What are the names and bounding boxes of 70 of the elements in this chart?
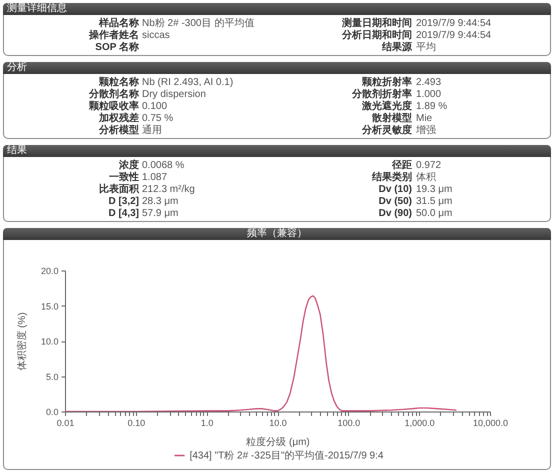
text: 平均 <box>416 42 436 54</box>
text: 2.493 <box>416 77 442 89</box>
x-tick-label: 100.0 <box>338 418 360 428</box>
text: 增强 <box>416 125 436 137</box>
text: 分析灵敏度 <box>362 125 412 137</box>
text: 50.0 μm <box>416 208 452 220</box>
chart-title: 频率（兼容） <box>247 228 307 240</box>
text: 2019/7/9 9:44:54 <box>416 30 492 42</box>
text: 测量日期和时间 <box>342 18 412 30</box>
text: Nb (RI 2.493, AI 0.1) <box>142 77 234 89</box>
text: 加权残差 <box>99 113 139 124</box>
text: 比表面积 <box>99 184 139 196</box>
text: 19.3 μm <box>416 184 452 196</box>
text: D [3,2] <box>108 196 139 208</box>
text: Dry dispersion <box>142 89 206 101</box>
text: 1.000 <box>416 89 442 101</box>
text: 分析 <box>7 62 27 74</box>
y-tick-label: 5.0 <box>46 372 58 382</box>
text: Dv (10) <box>378 184 412 196</box>
text: 0.75 % <box>142 113 174 124</box>
text: siccas <box>142 30 170 42</box>
y-tick-label: 15.0 <box>40 301 58 312</box>
text: Nb粉 2# -300目 的平均值 <box>142 18 254 30</box>
y-tick-label: 10.0 <box>40 336 58 346</box>
text: 一致性 <box>109 172 139 184</box>
x-tick-label: 1.0 <box>200 418 214 428</box>
x-tick-label: 0.01 <box>56 418 74 428</box>
text: 2019/7/9 9:44:54 <box>416 18 492 30</box>
text: 分散剂折射率 <box>352 89 412 100</box>
text: 浓度 <box>119 160 139 172</box>
text: 212.3 m²/kg <box>142 184 195 196</box>
text: 颗粒吸收率 <box>89 101 139 112</box>
y-axis-title: 体积密度 (%) <box>16 312 28 371</box>
text: 分散剂名称 <box>89 89 139 100</box>
text: Dv (50) <box>378 196 412 208</box>
text: D [4,3] <box>108 208 139 220</box>
text: 57.9 μm <box>142 208 178 220</box>
text: 结果源 <box>382 42 412 54</box>
legend-label: [434] "T粉 2# -325目"的平均值-2015/7/9 9:4 <box>190 450 384 462</box>
text: 1.89 % <box>416 101 448 113</box>
text: 0.100 <box>142 101 168 113</box>
text: 样品名称 <box>99 18 139 30</box>
text: 1.087 <box>142 172 168 184</box>
text: 0.0068 % <box>142 160 184 172</box>
text: 0.972 <box>416 160 442 172</box>
x-tick-label: 1,000.0 <box>404 418 435 428</box>
text: Mie <box>416 113 432 125</box>
text: 31.5 μm <box>416 196 452 208</box>
text: 通用 <box>142 125 162 137</box>
text: 结果 <box>7 145 27 157</box>
text: Dv (90) <box>378 208 412 220</box>
text: 散射模型 <box>372 113 412 124</box>
x-tick-label: 10,000.0 <box>472 418 508 428</box>
text: SOP 名称 <box>95 42 139 54</box>
text: 分析模型 <box>99 125 139 137</box>
x-tick-label: 10.0 <box>269 418 287 428</box>
x-tick-label: 0.10 <box>128 418 146 428</box>
text: 结果类别 <box>372 172 412 184</box>
y-tick-label: 0.0 <box>46 407 58 417</box>
text: 激光遮光度 <box>362 101 412 112</box>
text: 径距 <box>392 160 412 172</box>
text: 操作者姓名 <box>89 30 139 42</box>
text: 分析日期和时间 <box>342 30 412 42</box>
text: 体积 <box>416 172 436 184</box>
text: 测量详细信息 <box>7 3 67 15</box>
text: 颗粒名称 <box>99 77 139 88</box>
y-tick-label: 20.0 <box>40 266 58 276</box>
x-axis-title: 粒度分级 (μm) <box>246 436 310 448</box>
text: 28.3 μm <box>142 196 178 208</box>
text: 颗粒折射率 <box>362 77 412 88</box>
